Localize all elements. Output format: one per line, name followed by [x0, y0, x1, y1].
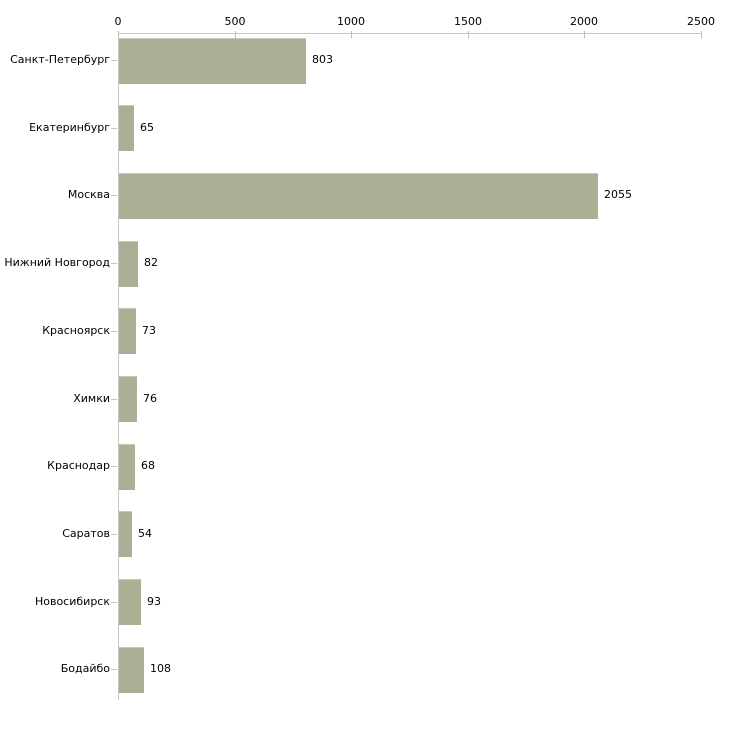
bar	[119, 647, 144, 693]
category-label: Санкт-Петербург	[10, 53, 110, 66]
bar	[119, 376, 137, 422]
category-label: Москва	[67, 188, 110, 201]
category-tick-mark	[111, 534, 117, 535]
x-axis-tick-label: 1000	[337, 15, 365, 28]
x-axis-tick-label: 0	[114, 15, 122, 28]
x-axis-tick-label: 2500	[687, 15, 715, 28]
bar-value-label: 54	[138, 527, 152, 540]
bar-value-label: 803	[312, 53, 333, 66]
x-axis-tick-mark	[468, 31, 469, 38]
bar-value-label: 65	[140, 121, 154, 134]
category-tick-mark	[111, 669, 117, 670]
category-tick-mark	[111, 331, 117, 332]
category-label: Краснодар	[47, 459, 110, 472]
x-axis-tick-label: 2000	[570, 15, 598, 28]
category-tick-mark	[111, 128, 117, 129]
category-label: Нижний Новгород	[4, 256, 110, 269]
bar	[119, 444, 135, 490]
category-tick-mark	[111, 263, 117, 264]
x-axis-tick-mark	[235, 31, 236, 38]
bar	[119, 579, 141, 625]
x-axis-tick-mark	[701, 31, 702, 38]
bar-value-label: 82	[144, 256, 158, 269]
x-axis-tick-mark	[351, 31, 352, 38]
bar	[119, 511, 132, 557]
bar	[119, 241, 138, 287]
y-axis-line	[118, 33, 119, 700]
x-axis-tick-label: 500	[224, 15, 246, 28]
category-tick-mark	[111, 399, 117, 400]
category-tick-mark	[111, 195, 117, 196]
x-axis-line	[118, 33, 701, 34]
bar-value-label: 93	[147, 595, 161, 608]
bar-value-label: 2055	[604, 188, 632, 201]
category-label: Химки	[73, 392, 110, 405]
x-axis-tick-mark	[584, 31, 585, 38]
category-label: Новосибирск	[34, 595, 110, 608]
category-label: Екатеринбург	[29, 121, 110, 134]
bar-value-label: 76	[143, 392, 157, 405]
x-axis-tick-label: 1500	[454, 15, 482, 28]
bar	[119, 105, 134, 151]
category-label: Красноярск	[42, 324, 110, 337]
bar-value-label: 108	[150, 662, 171, 675]
category-label: Бодайбо	[60, 662, 110, 675]
bar-value-label: 68	[141, 459, 155, 472]
category-tick-mark	[111, 466, 117, 467]
bar-value-label: 73	[142, 324, 156, 337]
x-axis-tick-mark	[118, 31, 119, 38]
category-tick-mark	[111, 602, 117, 603]
category-tick-mark	[111, 60, 117, 61]
category-label: Саратов	[62, 527, 110, 540]
bar	[119, 308, 136, 354]
bar	[119, 38, 306, 84]
bar	[119, 173, 598, 219]
